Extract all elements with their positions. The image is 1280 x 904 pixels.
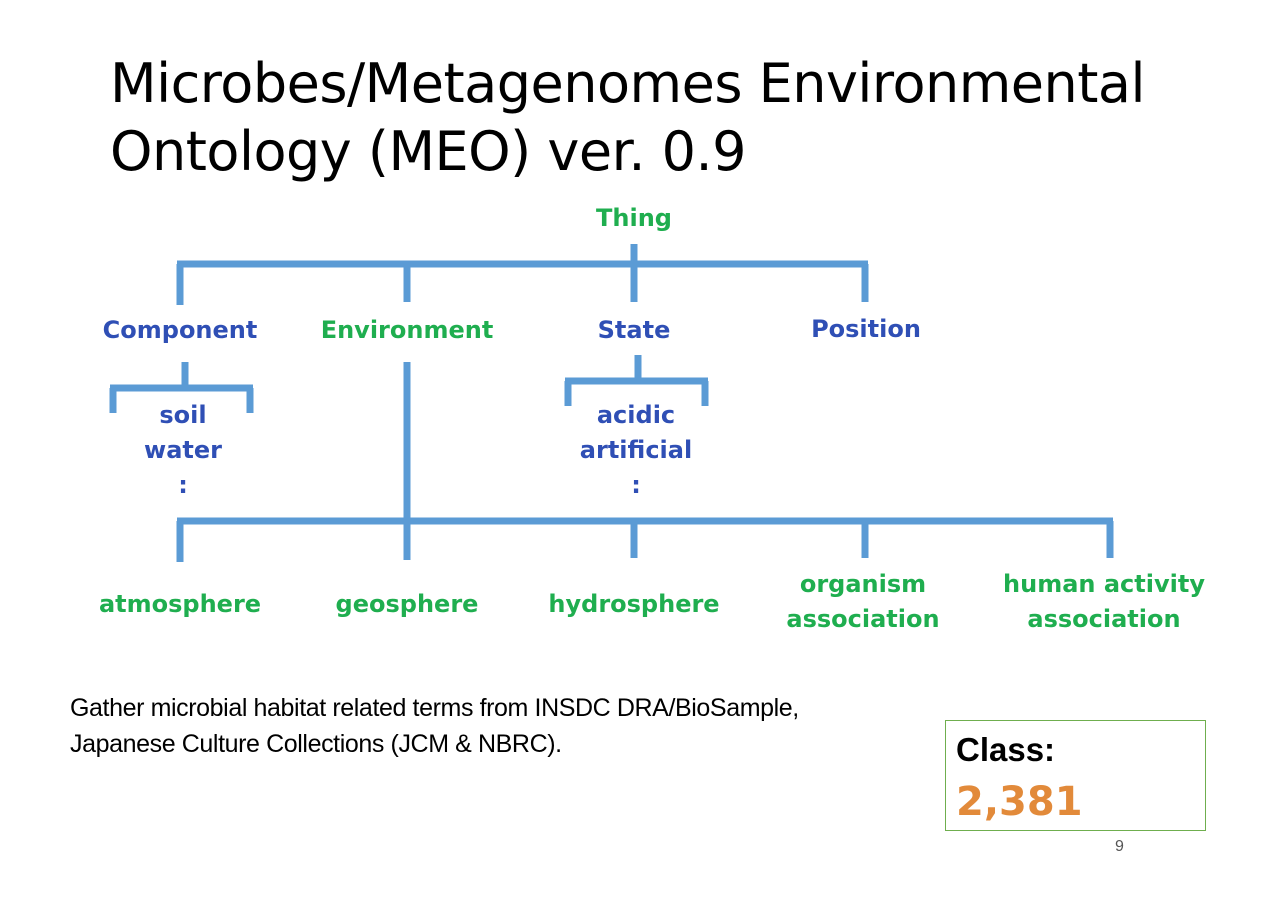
node-human-activity-association-line-1: human activity xyxy=(1003,570,1205,598)
node-organism-association-line-2: association xyxy=(786,605,940,633)
node-atmosphere: atmosphere xyxy=(98,590,262,618)
node-human-activity-association-line-2: association xyxy=(1027,605,1181,633)
node-human-activity-association: human activity association xyxy=(1003,567,1205,637)
slide-title-line-1: Microbes/Metagenomes Environmental xyxy=(110,52,1146,115)
node-artificial: artificial xyxy=(579,436,693,464)
node-soil: soil xyxy=(159,401,207,429)
state-more-ellipsis: : xyxy=(631,471,641,499)
slide-title-line-2: Ontology (MEO) ver. 0.9 xyxy=(110,120,747,183)
node-environment: Environment xyxy=(320,316,494,344)
node-state: State xyxy=(597,316,671,344)
description-text: Gather microbial habitat related terms f… xyxy=(70,690,799,762)
class-count-value: 2,381 xyxy=(956,779,1083,825)
description-line-1: Gather microbial habitat related terms f… xyxy=(70,694,799,722)
node-thing: Thing xyxy=(596,204,672,232)
node-component: Component xyxy=(102,316,258,344)
state-children: acidic artificial : xyxy=(580,398,692,503)
node-water: water xyxy=(144,436,222,464)
class-count-box: Class: 2,381 xyxy=(945,720,1206,831)
component-children: soil water : xyxy=(144,398,222,503)
description-line-2: Japanese Culture Collections (JCM & NBRC… xyxy=(70,730,562,758)
page-number: 9 xyxy=(1115,838,1124,855)
node-acidic: acidic xyxy=(596,401,676,429)
node-geosphere: geosphere xyxy=(335,590,479,618)
class-count-label: Class: xyxy=(956,731,1056,768)
node-position: Position xyxy=(811,315,921,343)
slide-title: Microbes/Metagenomes Environmental Ontol… xyxy=(110,50,1210,186)
component-more-ellipsis: : xyxy=(178,471,188,499)
node-organism-association-line-1: organism xyxy=(799,570,927,598)
node-organism-association: organism association xyxy=(786,567,939,637)
node-hydrosphere: hydrosphere xyxy=(548,590,720,618)
